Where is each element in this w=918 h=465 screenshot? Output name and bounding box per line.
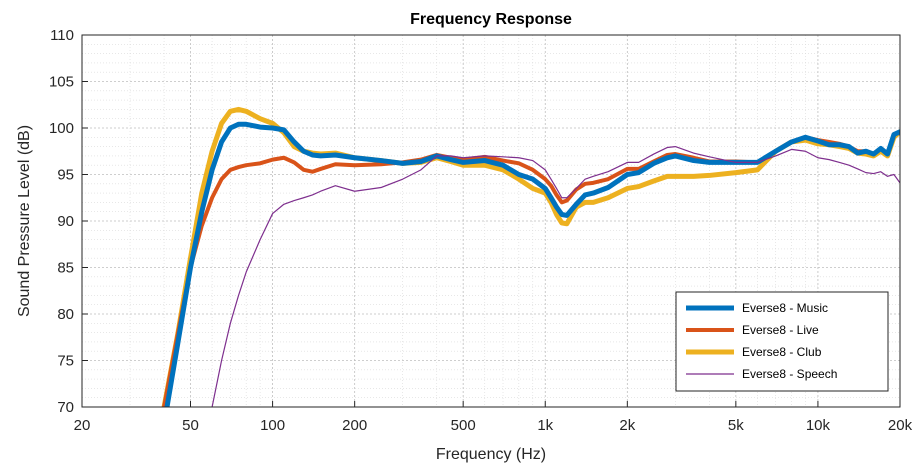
y-tick-label: 110 [50, 27, 74, 44]
y-tick-label: 75 [57, 353, 74, 370]
x-tick-label: 1k [537, 417, 553, 434]
x-axis-label: Frequency (Hz) [436, 446, 546, 463]
y-tick-label: 95 [57, 167, 74, 184]
legend-label: Everse8 - Live [742, 323, 819, 337]
x-tick-label: 500 [451, 417, 476, 434]
series-line-1 [164, 121, 900, 407]
series-line-4 [211, 146, 900, 407]
x-tick-label: 20k [888, 417, 913, 434]
legend: Everse8 - Music Everse8 - Live Everse8 - C… [675, 291, 889, 392]
x-tick-label: 2k [619, 417, 635, 434]
y-axis-ticks: 70 75 80 85 90 95 100 105 110 [49, 27, 88, 416]
series-lines [161, 106, 900, 407]
y-tick-label: 85 [57, 260, 74, 277]
y-tick-label: 70 [57, 399, 74, 416]
y-axis-label: Sound Pressure Level (dB) [16, 125, 33, 317]
x-tick-label: 200 [342, 417, 367, 434]
y-tick-label: 100 [49, 120, 74, 137]
x-tick-label: 100 [260, 417, 285, 434]
x-tick-label: 5k [728, 417, 744, 434]
major-grid [81, 35, 901, 407]
legend-label: Everse8 - Club [742, 345, 822, 359]
x-tick-label: 10k [806, 417, 831, 434]
y-tick-label: 105 [49, 74, 74, 91]
legend-label: Everse8 - Music [742, 301, 828, 315]
y-tick-label: 90 [57, 213, 74, 230]
legend-label: Everse8 - Speech [742, 367, 837, 381]
x-axis-ticks: 20 50 100 200 500 1k 2k 5k 10k 20k [74, 401, 913, 434]
y-tick-label: 80 [57, 306, 74, 323]
x-tick-label: 20 [74, 417, 91, 434]
chart-title: Frequency Response [410, 11, 572, 28]
x-tick-label: 50 [182, 417, 199, 434]
